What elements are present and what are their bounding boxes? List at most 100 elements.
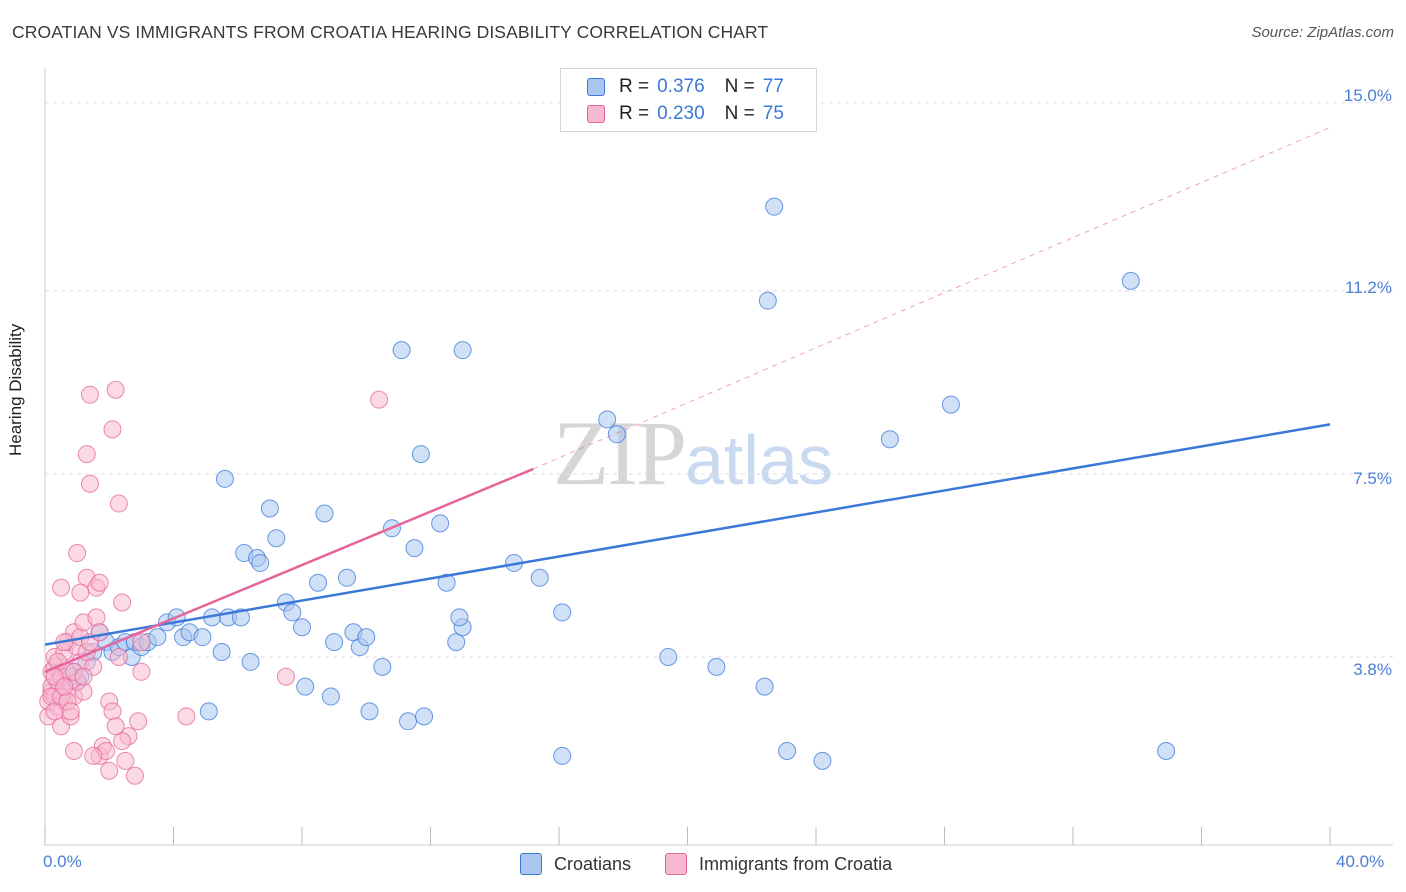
legend-n-value: 75: [762, 103, 784, 124]
data-point-immigrants: [90, 623, 109, 642]
data-point-immigrants: [55, 677, 74, 696]
data-point-croatians: [813, 751, 832, 770]
watermark-atlas: atlas: [685, 421, 833, 499]
data-point-immigrants: [106, 717, 125, 736]
data-point-immigrants: [68, 544, 87, 563]
legend-n-label: N =: [724, 103, 755, 124]
data-point-croatians: [357, 628, 376, 647]
data-point-croatians: [778, 741, 797, 760]
legend-n-value: 77: [762, 76, 784, 97]
data-point-croatians: [707, 657, 726, 676]
data-point-croatians: [215, 469, 234, 488]
chart-title: CROATIAN VS IMMIGRANTS FROM CROATIA HEAR…: [12, 22, 769, 42]
data-point-immigrants: [116, 751, 135, 770]
data-point-croatians: [321, 687, 340, 706]
source-label: Source: ZipAtlas.com: [1251, 24, 1394, 41]
data-point-immigrants: [129, 712, 148, 731]
data-point-immigrants: [100, 761, 119, 780]
data-point-immigrants: [90, 573, 109, 592]
data-point-immigrants: [87, 608, 106, 627]
x-tick-label-max: 40.0%: [1336, 852, 1385, 871]
data-point-croatians: [283, 603, 302, 622]
trend-line-immigrants: [44, 467, 534, 673]
legend-r-value: 0.376: [657, 76, 705, 97]
data-point-croatians: [251, 553, 270, 572]
data-point-croatians: [453, 341, 472, 360]
data-point-croatians: [607, 425, 626, 444]
data-point-immigrants: [109, 647, 128, 666]
legend-item-croatians[interactable]: Croatians: [520, 853, 631, 875]
data-point-croatians: [392, 341, 411, 360]
legend-row-immigrants: R = 0.230 N = 75: [587, 102, 784, 126]
data-point-immigrants: [132, 633, 151, 652]
data-point-immigrants: [84, 746, 103, 765]
data-point-croatians: [415, 707, 434, 726]
data-point-croatians: [553, 746, 572, 765]
legend-item-immigrants[interactable]: Immigrants from Croatia: [665, 853, 892, 875]
data-point-croatians: [758, 291, 777, 310]
data-point-croatians: [437, 573, 456, 592]
data-point-immigrants: [113, 593, 132, 612]
y-tick-label: 7.5%: [1353, 469, 1392, 488]
data-point-immigrants: [106, 380, 125, 399]
data-point-immigrants: [61, 702, 80, 721]
data-point-immigrants: [80, 474, 99, 493]
data-point-croatians: [399, 712, 418, 731]
data-point-croatians: [598, 410, 617, 429]
data-point-immigrants: [177, 707, 196, 726]
data-point-croatians: [360, 702, 379, 721]
data-point-croatians: [431, 514, 450, 533]
data-point-croatians: [193, 628, 212, 647]
data-point-croatians: [267, 529, 286, 548]
data-point-croatians: [1121, 271, 1140, 290]
data-point-croatians: [212, 643, 231, 662]
data-point-immigrants: [109, 494, 128, 513]
data-point-immigrants: [276, 667, 295, 686]
legend-swatch-blue: [587, 78, 605, 96]
data-point-croatians: [309, 573, 328, 592]
legend-swatch-blue: [520, 853, 542, 875]
y-tick-label: 11.2%: [1345, 278, 1392, 297]
y-tick-label: 3.8%: [1353, 660, 1392, 679]
data-point-immigrants: [74, 667, 93, 686]
legend-row-croatians: R = 0.376 N = 77: [587, 75, 784, 99]
trend-line-croatians: [44, 423, 1331, 646]
x-tick-label-min: 0.0%: [43, 852, 82, 871]
data-point-immigrants: [103, 702, 122, 721]
data-point-croatians: [765, 197, 784, 216]
data-point-croatians: [337, 568, 356, 587]
data-point-croatians: [450, 608, 469, 627]
legend-item-label: Croatians: [554, 853, 632, 874]
data-point-immigrants: [132, 662, 151, 681]
data-point-croatians: [293, 618, 311, 637]
data-point-croatians: [659, 647, 678, 666]
data-point-croatians: [447, 633, 466, 652]
data-point-immigrants: [103, 420, 122, 439]
data-point-immigrants: [64, 741, 83, 760]
data-point-immigrants: [125, 766, 144, 785]
data-point-croatians: [373, 657, 392, 676]
legend-r-label: R =: [619, 76, 650, 97]
data-point-croatians: [1157, 741, 1176, 760]
data-point-immigrants: [370, 390, 389, 409]
legend-swatch-pink: [587, 105, 605, 123]
data-point-croatians: [530, 568, 549, 587]
data-point-croatians: [231, 608, 250, 627]
data-point-croatians: [411, 445, 430, 464]
data-point-croatians: [755, 677, 774, 696]
data-point-immigrants: [71, 583, 90, 602]
data-point-croatians: [260, 499, 279, 518]
legend-item-label: Immigrants from Croatia: [699, 853, 893, 874]
data-point-croatians: [296, 677, 315, 696]
data-point-croatians: [405, 539, 424, 558]
y-tick-label: 15.0%: [1343, 86, 1392, 105]
data-point-croatians: [241, 652, 260, 671]
y-axis-label: Hearing Disability: [6, 323, 25, 456]
data-point-croatians: [199, 702, 218, 721]
watermark: ZIPatlas: [553, 400, 833, 506]
legend-swatch-pink: [665, 853, 688, 875]
data-point-croatians: [325, 633, 344, 652]
legend-r-value: 0.230: [657, 103, 705, 124]
data-point-immigrants: [80, 385, 99, 404]
